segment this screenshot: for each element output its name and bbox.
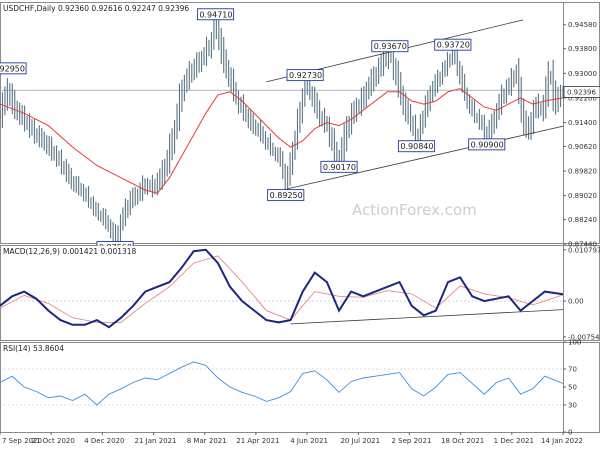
rsi-title: RSI(14) 53.8604 [3,344,64,353]
x-tick-label-2: 4 Dec 2020 [84,437,124,445]
price-y-tick-label-0: 0.94580 [568,21,597,29]
x-tick-label-6: 4 Jun 2021 [290,437,328,445]
x-tick-label-5: 21 Apr 2021 [236,437,279,445]
rsi-y-tick-label-2: 50 [568,384,577,392]
price-ema-line [0,88,564,194]
price-channel-lower [286,125,564,190]
price-y-tick-label-2: 0.93000 [568,70,597,78]
price-annotation-box-9 [468,138,506,151]
macd-macd-support [290,309,564,325]
price-annotation-box-5 [320,160,358,173]
macd-y-tick-label-2: -0.007548 [568,333,600,341]
macd-y-tick-label-0: 0.010797 [568,246,600,254]
macd-panel-frame [0,245,600,341]
price-annotation-label-4: 0.89250 [270,191,303,200]
price-y-tick-label-9: 0.87440 [568,241,597,249]
macd-signal-line [0,255,564,323]
price-annotation-label-8: 0.90840 [400,142,433,151]
price-annotation-label-7: 0.93720 [437,41,470,50]
x-tick-label-10: 1 Dec 2021 [494,437,534,445]
price-annotation-box-0 [0,62,27,75]
price-y-tick-label-3: 0.92200 [568,94,597,102]
x-tick-label-11: 14 Jan 2022 [541,437,583,445]
price-y-tick-label-6: 0.89820 [568,168,597,176]
macd-title: MACD(12,26,9) 0.001421 0.001318 [3,247,137,256]
price-annotation-label-0: 0.92950 [0,64,25,73]
price-annotation-label-6: 0.93670 [374,42,407,51]
rsi-y-tick-label-0: 100 [568,339,581,347]
price-annotation-label-3: 0.92730 [289,71,322,80]
x-tick-label-3: 21 Jan 2021 [135,437,177,445]
price-last-price-label: 0.92396 [567,88,596,96]
price-annotation-label-1: 0.94710 [199,10,232,19]
price-title: USDCHF,Daily 0.92360 0.92616 0.92247 0.9… [3,4,189,13]
x-tick-label-7: 20 Jul 2021 [340,437,380,445]
price-annotation-box-4 [267,189,305,202]
x-tick-label-0: 7 Sep 2020 [2,437,42,445]
price-annotation-label-5: 0.90170 [323,163,356,172]
x-tick-label-9: 18 Oct 2021 [441,437,484,445]
rsi-y-tick-label-4: 0 [568,429,572,437]
price-annotation-box-8 [397,140,436,153]
rsi-line [0,361,564,406]
rsi-y-tick-label-1: 70 [568,366,577,374]
rsi-y-tick-label-3: 30 [568,402,577,410]
price-annotation-box-7 [434,38,472,51]
macd-title-bg [1,246,136,257]
price-y-tick-label-1: 0.93800 [568,45,597,53]
rsi-title-bg [1,343,63,354]
price-y-tick-label-7: 0.89020 [568,192,597,200]
rsi-panel-frame [0,342,600,433]
price-y-tick-label-4: 0.91400 [568,119,597,127]
price-y-tick-label-5: 0.90620 [568,143,597,151]
price-title-bg [1,3,96,14]
x-tick-label-8: 2 Sep 2021 [391,437,431,445]
price-annotation-box-1 [196,8,235,21]
x-tick-label-4: 8 Mar 2021 [187,437,227,445]
price-annotation-box-3 [286,69,324,82]
price-annotation-box-6 [371,40,409,53]
price-last-price-box [563,85,600,98]
price-y-tick-label-8: 0.88240 [568,216,597,224]
macd-y-tick-label-1: 0.00 [568,298,584,306]
macd-main-line [0,248,564,329]
watermark-text: ActionForex.com [352,201,477,219]
x-tick-label-1: 21 Oct 2020 [32,437,75,445]
price-annotation-label-9: 0.90900 [471,140,504,149]
